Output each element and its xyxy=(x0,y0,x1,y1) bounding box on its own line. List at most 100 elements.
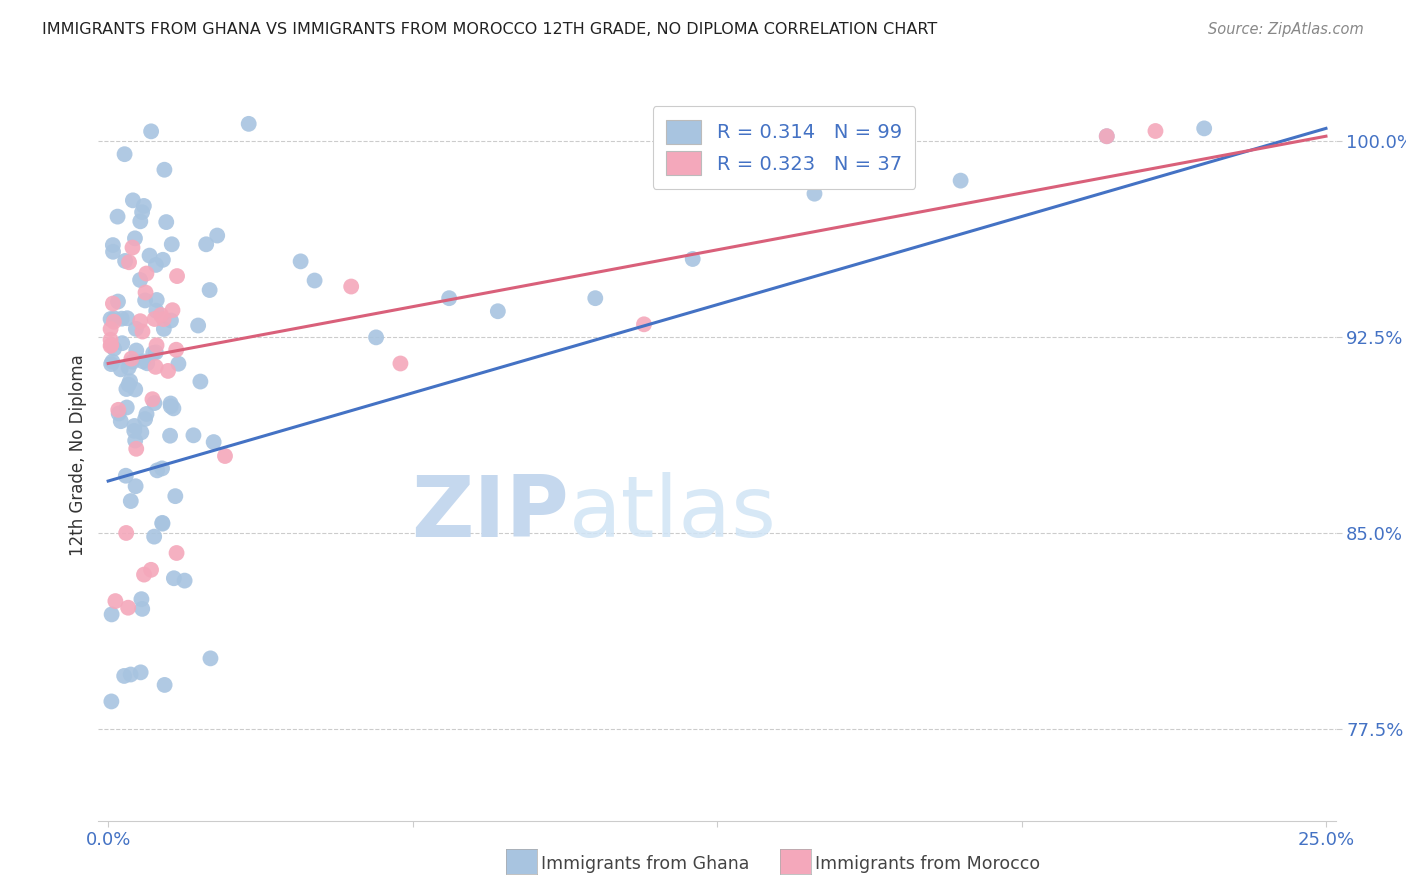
Point xyxy=(195,237,218,252)
Point xyxy=(486,304,509,318)
Point xyxy=(131,325,153,339)
Point xyxy=(120,494,142,508)
Point xyxy=(135,407,157,421)
Point xyxy=(124,419,146,434)
Point xyxy=(152,252,174,267)
Text: atlas: atlas xyxy=(568,472,776,555)
Point xyxy=(104,594,127,608)
Point xyxy=(304,273,326,287)
Point xyxy=(124,231,146,245)
Point xyxy=(160,313,183,327)
Point xyxy=(214,449,236,463)
Point xyxy=(101,354,124,368)
Point xyxy=(134,412,156,426)
Point xyxy=(153,162,176,177)
Point xyxy=(129,214,152,228)
Point xyxy=(340,279,363,293)
Point xyxy=(131,425,153,440)
Point xyxy=(101,238,124,252)
Point xyxy=(152,312,174,326)
Point xyxy=(153,678,176,692)
Point xyxy=(100,607,122,622)
Point xyxy=(153,322,176,336)
Point xyxy=(110,362,132,376)
Point xyxy=(162,303,184,318)
Text: Source: ZipAtlas.com: Source: ZipAtlas.com xyxy=(1208,22,1364,37)
Point xyxy=(132,199,155,213)
Point xyxy=(190,375,212,389)
Point xyxy=(100,694,122,708)
Point xyxy=(131,592,153,607)
Point xyxy=(103,342,125,356)
Point xyxy=(143,312,166,326)
Point xyxy=(205,228,228,243)
Point xyxy=(145,359,167,374)
Point xyxy=(111,336,134,351)
Point xyxy=(139,124,162,138)
Text: IMMIGRANTS FROM GHANA VS IMMIGRANTS FROM MOROCCO 12TH GRADE, NO DIPLOMA CORRELAT: IMMIGRANTS FROM GHANA VS IMMIGRANTS FROM… xyxy=(42,22,938,37)
Point xyxy=(141,392,163,407)
Point xyxy=(103,315,125,329)
Point xyxy=(145,338,167,352)
Point xyxy=(198,283,221,297)
Point xyxy=(100,322,122,336)
Point xyxy=(803,186,825,201)
Point xyxy=(100,312,122,326)
Point xyxy=(107,210,129,224)
Point xyxy=(115,401,138,415)
Point xyxy=(117,360,139,375)
Text: Immigrants from Ghana: Immigrants from Ghana xyxy=(541,855,749,873)
Point xyxy=(110,414,132,428)
Point xyxy=(101,296,124,310)
Point xyxy=(290,254,312,268)
Point xyxy=(200,651,222,665)
Point xyxy=(145,345,167,359)
Point xyxy=(132,354,155,368)
Point xyxy=(202,435,225,450)
Point xyxy=(120,351,142,366)
Point xyxy=(100,338,122,352)
Point xyxy=(131,205,153,219)
Point xyxy=(118,255,141,269)
Point xyxy=(159,396,181,410)
Point xyxy=(238,117,260,131)
Point xyxy=(114,147,136,161)
Point xyxy=(118,374,141,388)
Point xyxy=(159,399,181,413)
Point xyxy=(117,600,139,615)
Point xyxy=(129,273,152,287)
Text: Immigrants from Morocco: Immigrants from Morocco xyxy=(815,855,1040,873)
Point xyxy=(124,383,146,397)
Point xyxy=(120,667,142,681)
Point xyxy=(149,308,172,322)
Point xyxy=(1144,124,1167,138)
Point xyxy=(121,241,143,255)
Point xyxy=(124,434,146,448)
Point xyxy=(167,357,190,371)
Point xyxy=(100,339,122,353)
Point xyxy=(129,314,152,328)
Point xyxy=(142,346,165,360)
Point xyxy=(121,355,143,369)
Point xyxy=(125,343,148,358)
Text: ZIP: ZIP xyxy=(411,472,568,555)
Point xyxy=(187,318,209,333)
Point xyxy=(136,356,159,370)
Point xyxy=(103,311,125,326)
Point xyxy=(389,357,412,371)
Point xyxy=(1095,129,1118,144)
Point xyxy=(150,516,173,530)
Point xyxy=(100,333,122,347)
Point xyxy=(682,252,704,266)
Point xyxy=(131,602,153,616)
Point xyxy=(100,357,122,371)
Point xyxy=(437,291,460,305)
Point xyxy=(107,407,129,421)
Point xyxy=(115,525,138,540)
Point xyxy=(173,574,195,588)
Point xyxy=(112,669,135,683)
Point xyxy=(139,563,162,577)
Point xyxy=(160,237,183,252)
Point xyxy=(115,311,138,326)
Point xyxy=(1095,129,1118,144)
